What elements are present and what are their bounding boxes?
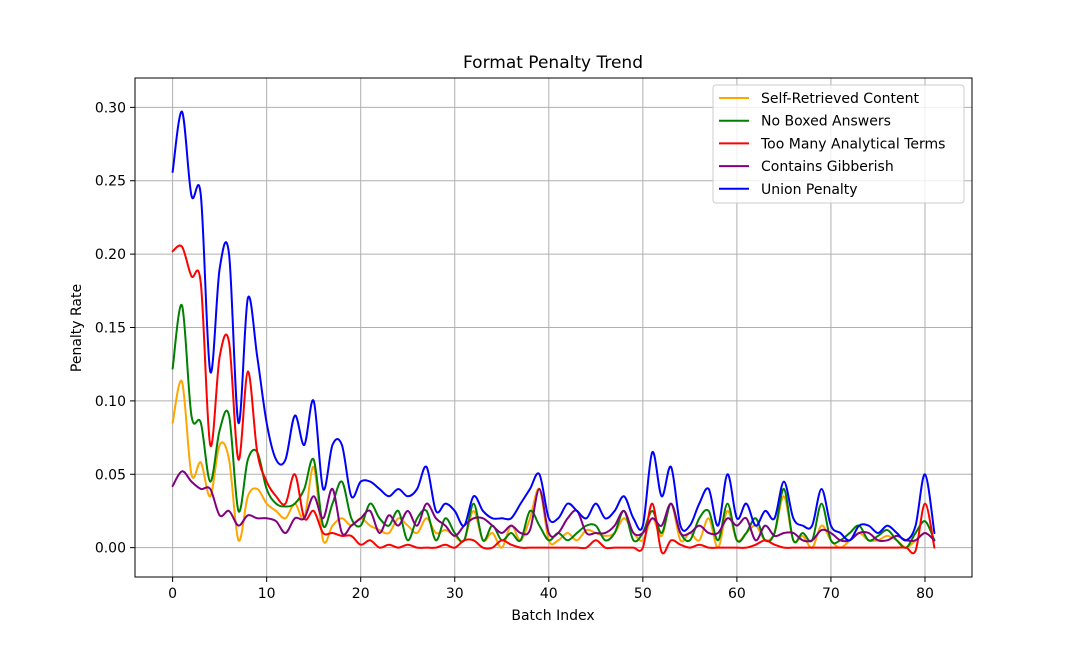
x-tick-label: 10	[258, 586, 276, 602]
series-line-no-boxed-answers	[171, 304, 936, 549]
x-tick-label: 60	[728, 586, 746, 602]
legend-label-no-boxed-answers: No Boxed Answers	[761, 114, 891, 130]
y-tick-label: 0.05	[95, 467, 126, 483]
y-tick-label: 0.15	[95, 321, 126, 337]
y-tick-label: 0.30	[95, 100, 126, 116]
x-axis-label: Batch Index	[511, 608, 594, 624]
series-group	[171, 110, 936, 555]
y-tick-label: 0.10	[95, 394, 126, 410]
legend-label-union-penalty: Union Penalty	[761, 182, 858, 198]
x-tick-label: 80	[916, 586, 934, 602]
x-tick-label: 0	[168, 586, 177, 602]
y-tick-label: 0.20	[95, 247, 126, 263]
x-tick-label: 50	[634, 586, 652, 602]
x-tick-label: 30	[446, 586, 464, 602]
series-line-too-many-analytical-terms	[171, 244, 936, 555]
legend-label-contains-gibberish: Contains Gibberish	[761, 159, 894, 175]
y-axis-label: Penalty Rate	[69, 284, 85, 372]
legend-box	[712, 84, 965, 204]
series-line-union-penalty	[171, 110, 936, 542]
x-tick-label: 70	[822, 586, 840, 602]
legend: Self-Retrieved Content No Boxed Answers To…	[712, 84, 965, 204]
x-tick-label: 20	[352, 586, 370, 602]
x-axis: 0 10 20 30 40 50 60 70 80	[168, 577, 934, 602]
series-line-contains-gibberish	[171, 470, 936, 543]
y-tick-label: 0.00	[95, 541, 126, 557]
y-axis: 0.00 0.05 0.10 0.15 0.20 0.25 0.30	[95, 100, 135, 557]
x-tick-label: 40	[540, 586, 558, 602]
chart-title: Format Penalty Trend	[463, 53, 643, 73]
legend-label-too-many-analytical-terms: Too Many Analytical Terms	[760, 136, 945, 152]
legend-label-self-retrieved-content: Self-Retrieved Content	[761, 91, 919, 107]
y-tick-label: 0.25	[95, 174, 126, 190]
